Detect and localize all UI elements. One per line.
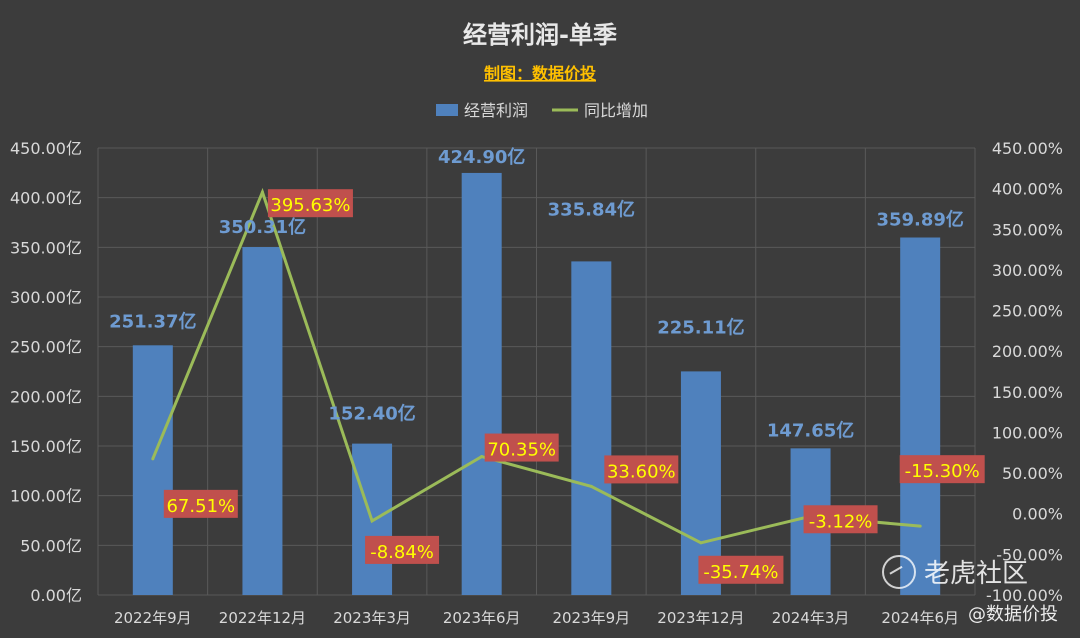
growth-point [480,455,484,459]
right-tick-label: 300.00% [992,261,1063,280]
x-tick-label: 2024年6月 [881,609,959,627]
watermark-brand-text: 老虎社区 [923,559,1028,589]
left-tick-label: 100.00亿 [10,487,82,506]
right-tick-label: 150.00% [992,383,1063,402]
growth-point [370,519,374,523]
pct-value-label: -15.30% [905,461,980,482]
x-tick-label: 2023年3月 [333,609,411,627]
bar-labels: 251.37亿 350.31亿 152.40亿 424.90亿 335.84亿 225.1… [109,146,964,441]
left-tick-label: 250.00亿 [10,338,82,357]
pct-labels: 67.51% 395.63% -8.84% 70.35% 33.60% -35.74% -3… [163,189,985,584]
legend-bar-swatch [436,104,458,116]
x-tick-label: 2023年9月 [552,609,630,627]
bar [571,261,612,595]
pct-label-box [803,505,878,534]
pct-label-box [365,535,440,564]
left-tick-label: 400.00亿 [10,189,82,208]
chart-subtitle: 制图：数据价投 [484,64,596,83]
watermark-handle: @数据价投 [968,604,1058,625]
bar [132,345,173,595]
left-axis: 0.00亿 50.00亿 100.00亿 150.00亿 200.00亿 250.00亿 3… [10,139,82,605]
pct-value-label: 33.60% [607,461,676,482]
right-tick-label: 50.00% [1002,464,1063,483]
left-tick-label: 300.00亿 [10,288,82,307]
right-tick-label: 200.00% [992,342,1063,361]
right-tick-label: 450.00% [992,139,1063,158]
right-tick-label: 400.00% [992,180,1063,199]
x-tick-label: 2022年9月 [114,609,192,627]
growth-point [151,457,155,461]
pct-value-label: -3.12% [809,511,873,532]
bar-value-label: 225.11亿 [657,316,744,338]
pct-value-label: -8.84% [370,542,434,563]
growth-point [918,524,922,528]
watermark-brand: 老虎社区 [881,553,1028,590]
line-series [151,187,922,545]
left-tick-label: 350.00亿 [10,238,82,257]
x-axis: 2022年9月 2022年12月 2023年3月 2023年6月 2023年9月 2023… [114,609,959,627]
pct-label-box [484,433,559,462]
x-tick-label: 2023年6月 [443,609,521,627]
right-tick-label: 0.00% [1012,505,1063,524]
bar-value-label: 424.90亿 [438,146,525,168]
bar-value-label: 251.37亿 [109,310,196,332]
pct-label-box [163,489,238,518]
x-tick-label: 2023年12月 [657,609,744,627]
bar [242,247,283,596]
bar-value-label: 147.65亿 [767,419,854,441]
left-tick-label: 450.00亿 [10,139,82,158]
bar-value-label: 359.89亿 [876,209,963,231]
x-tick-label: 2022年12月 [219,609,306,627]
growth-point [699,541,703,545]
chart-title: 经营利润-单季 [463,21,617,49]
growth-line [151,187,921,545]
pct-label-box [698,555,784,584]
tiger-logo-icon [881,554,916,589]
right-axis: -100.00% -50.00% 0.00% 50.00% 100.00% 150.00%… [986,139,1063,605]
bar-series [132,172,941,596]
right-tick-label: 250.00% [992,302,1063,321]
pct-value-label: -35.74% [703,562,778,583]
left-tick-label: 150.00亿 [10,437,82,456]
bar [461,172,502,595]
left-tick-label: 0.00亿 [30,586,82,605]
legend-bar-label: 经营利润 [464,101,528,120]
pct-label-box [899,455,985,484]
bar [900,237,941,595]
right-tick-label: -100.00% [986,586,1063,605]
pct-value-label: 395.63% [270,195,350,216]
bar-value-label: 152.40亿 [328,403,415,425]
growth-point [260,190,264,194]
pct-label-box [604,455,679,484]
legend: 经营利润 同比增加 [436,101,648,120]
growth-point [589,484,593,488]
bar-value-label: 335.84亿 [548,198,635,220]
bar-value-label: 350.31亿 [219,216,306,238]
pct-label-box [267,189,353,218]
legend-line-label: 同比增加 [584,101,648,120]
right-tick-label: 350.00% [992,220,1063,239]
right-tick-label: 100.00% [992,423,1063,442]
x-tick-label: 2024年3月 [772,609,850,627]
right-tick-label: -50.00% [996,545,1063,564]
pct-value-label: 67.51% [166,496,235,517]
left-tick-label: 50.00亿 [20,536,82,555]
left-tick-label: 200.00亿 [10,387,82,406]
pct-value-label: 70.35% [487,440,556,461]
